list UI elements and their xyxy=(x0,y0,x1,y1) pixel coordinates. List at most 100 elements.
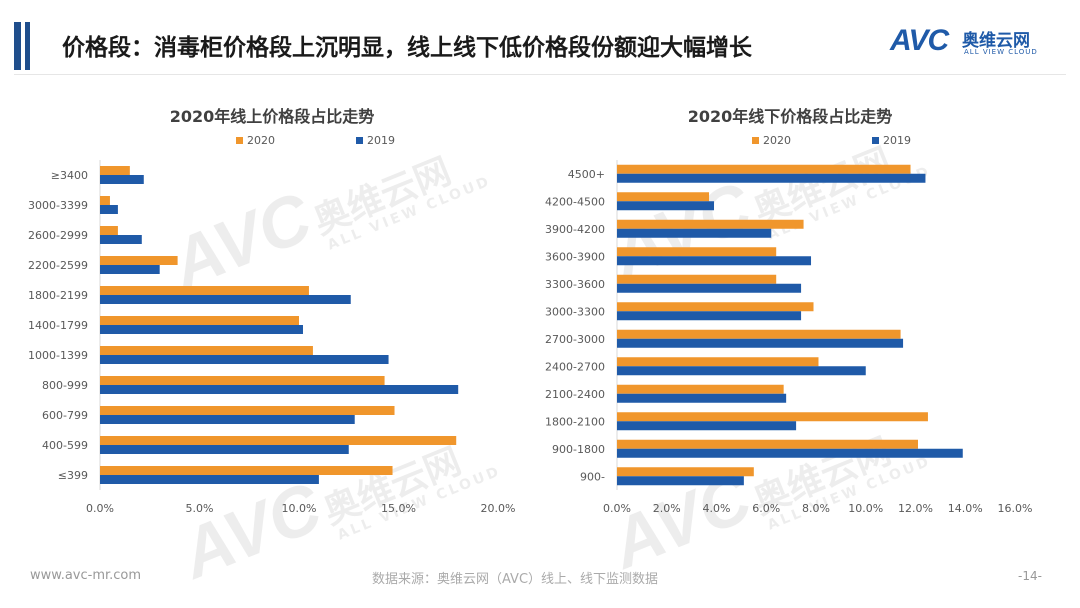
bar-2020 xyxy=(100,436,457,445)
bar-2020 xyxy=(617,219,804,229)
bar-2020 xyxy=(100,346,313,355)
x-tick-label: 6.0% xyxy=(752,502,780,515)
logo-en: ALL VIEW CLOUD xyxy=(964,48,1038,56)
bar-2019 xyxy=(100,445,349,454)
x-tick-label: 20.0% xyxy=(481,502,516,515)
bar-2019 xyxy=(617,393,787,403)
category-label: ≥3400 xyxy=(51,169,88,182)
footer-source: 数据来源：奥维云网（AVC）线上、线下监测数据 xyxy=(372,572,659,587)
bar-2019 xyxy=(617,256,812,266)
category-label: 1400-1799 xyxy=(28,319,88,332)
legend-swatch-2020 xyxy=(752,137,759,144)
legend-label-2020: 2020 xyxy=(763,134,791,147)
category-label: 3300-3600 xyxy=(545,278,605,291)
bar-2019 xyxy=(617,338,904,348)
page-number: -14- xyxy=(1018,569,1042,583)
bar-2019 xyxy=(617,228,772,238)
legend-swatch-2020 xyxy=(236,137,243,144)
bar-2020 xyxy=(100,166,130,175)
x-tick-label: 10.0% xyxy=(282,502,317,515)
bar-2019 xyxy=(100,295,351,304)
bar-2020 xyxy=(100,376,385,385)
logo-cn: 奥维云网 xyxy=(962,31,1030,51)
bar-2020 xyxy=(100,226,118,235)
legend-label-2019: 2019 xyxy=(883,134,911,147)
bar-2020 xyxy=(617,247,777,257)
category-label: 400-599 xyxy=(42,439,88,452)
category-label: 4500+ xyxy=(568,168,605,181)
bar-2020 xyxy=(617,274,777,284)
bar-2019 xyxy=(100,475,319,484)
category-label: ≤399 xyxy=(58,469,88,482)
category-label: 2700-3000 xyxy=(545,333,605,346)
x-tick-label: 0.0% xyxy=(86,502,114,515)
bar-2019 xyxy=(617,283,802,293)
title-accent-bars xyxy=(14,22,34,70)
bar-2020 xyxy=(100,196,110,205)
footer-url: www.avc-mr.com xyxy=(30,568,142,583)
x-tick-label: 16.0% xyxy=(998,502,1033,515)
bar-2019 xyxy=(617,366,866,376)
bar-2019 xyxy=(100,385,459,394)
chart-title: 2020年线上价格段占比走势 xyxy=(170,107,375,126)
bar-2020 xyxy=(617,302,814,312)
x-tick-label: 12.0% xyxy=(898,502,933,515)
category-label: 1000-1399 xyxy=(28,349,88,362)
bar-2019 xyxy=(100,235,142,244)
category-label: 800-999 xyxy=(42,379,88,392)
logo-mark: AVC xyxy=(890,24,949,57)
bar-2020 xyxy=(617,192,710,202)
category-label: 900-1800 xyxy=(552,443,605,456)
header-divider xyxy=(14,74,1066,75)
bar-2019 xyxy=(617,311,802,321)
legend-swatch-2019 xyxy=(872,137,879,144)
bar-2019 xyxy=(617,421,797,431)
category-label: 3900-4200 xyxy=(545,223,605,236)
x-tick-label: 8.0% xyxy=(802,502,830,515)
bar-2020 xyxy=(617,384,784,394)
bar-2019 xyxy=(617,201,715,211)
bar-2020 xyxy=(617,412,928,422)
legend-label-2019: 2019 xyxy=(367,134,395,147)
x-tick-label: 14.0% xyxy=(948,502,983,515)
x-tick-label: 2.0% xyxy=(653,502,681,515)
bar-2019 xyxy=(617,448,963,458)
legend-label-2020: 2020 xyxy=(247,134,275,147)
bar-2019 xyxy=(100,175,144,184)
x-tick-label: 5.0% xyxy=(186,502,214,515)
bar-2019 xyxy=(100,415,355,424)
bar-2019 xyxy=(100,205,118,214)
x-tick-label: 10.0% xyxy=(848,502,883,515)
category-label: 1800-2199 xyxy=(28,289,88,302)
bar-2020 xyxy=(100,256,178,265)
bar-2020 xyxy=(100,406,395,415)
category-label: 2100-2400 xyxy=(545,388,605,401)
bar-2020 xyxy=(617,164,911,174)
bar-2020 xyxy=(100,286,309,295)
legend-swatch-2019 xyxy=(356,137,363,144)
bar-2019 xyxy=(617,173,926,183)
bar-2019 xyxy=(100,325,303,334)
x-tick-label: 0.0% xyxy=(603,502,631,515)
bar-2019 xyxy=(100,355,389,364)
category-label: 3000-3399 xyxy=(28,199,88,212)
bar-2020 xyxy=(100,316,299,325)
category-label: 2600-2999 xyxy=(28,229,88,242)
bar-2020 xyxy=(617,329,901,339)
category-label: 1800-2100 xyxy=(545,415,605,428)
bar-2020 xyxy=(617,439,918,449)
chart-title: 2020年线下价格段占比走势 xyxy=(688,107,893,126)
bar-2020 xyxy=(617,357,819,367)
page-title: 价格段：消毒柜价格段上沉明显，线上线下低价格段份额迎大幅增长 xyxy=(62,35,752,61)
bar-2020 xyxy=(617,467,754,477)
x-tick-label: 4.0% xyxy=(703,502,731,515)
bar-2019 xyxy=(617,476,744,486)
category-label: 2400-2700 xyxy=(545,360,605,373)
category-label: 4200-4500 xyxy=(545,195,605,208)
category-label: 2200-2599 xyxy=(28,259,88,272)
category-label: 600-799 xyxy=(42,409,88,422)
avc-logo: AVC 奥维云网 ALL VIEW CLOUD xyxy=(890,24,1060,64)
category-label: 3000-3300 xyxy=(545,305,605,318)
